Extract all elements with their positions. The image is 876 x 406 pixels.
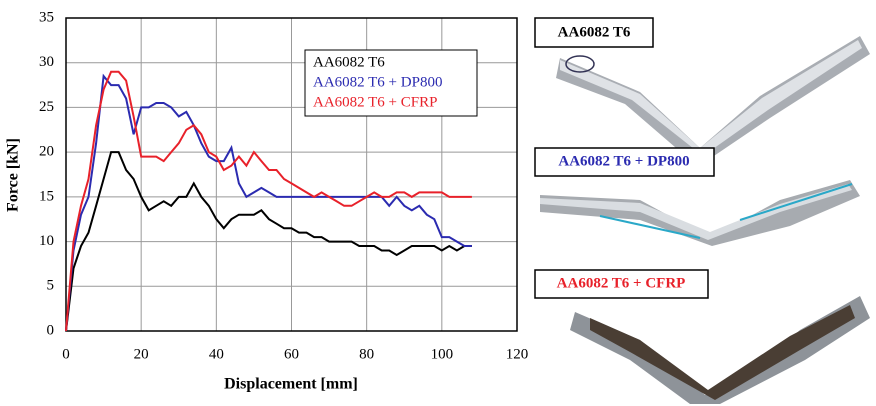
x-tick-label: 60 [284,346,299,362]
x-tick-label: 20 [134,346,149,362]
y-tick-label: 30 [39,54,54,70]
photo-top [556,36,870,162]
y-tick-label: 10 [39,233,54,249]
y-tick-label: 20 [39,144,54,160]
x-tick-label: 40 [209,346,224,362]
photo-label: AA6082 T6 + CFRP [557,275,686,291]
x-tick-label: 80 [359,346,374,362]
y-tick-label: 0 [47,322,55,338]
x-axis-title: Displacement [mm] [224,376,358,393]
y-tick-label: 25 [39,99,54,115]
photo-bottom [570,296,870,404]
y-tick-label: 35 [39,9,54,25]
legend-entry: AA6082 T6 + DP800 [313,74,442,90]
legend-entry: AA6082 T6 + CFRP [313,94,437,110]
x-tick-label: 100 [431,346,454,362]
photo-middle [540,180,860,246]
y-tick-label: 15 [39,188,54,204]
y-tick-label: 5 [47,278,55,294]
x-tick-label: 120 [506,346,529,362]
figure: Displacement [mm] Force [kN] AA6082 T6 A… [0,0,876,406]
photo-label: AA6082 T6 + DP800 [558,153,689,169]
y-axis-title: Force [kN] [5,138,22,212]
photo-label: AA6082 T6 [558,24,631,40]
legend-entry: AA6082 T6 [313,54,385,70]
x-tick-label: 0 [62,346,70,362]
